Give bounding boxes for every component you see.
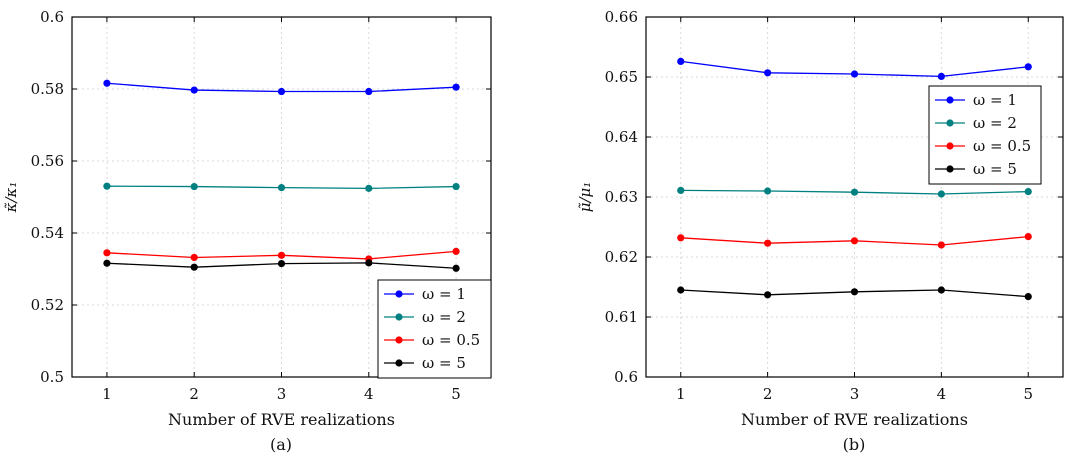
data-point bbox=[937, 286, 945, 294]
data-point bbox=[764, 291, 772, 299]
y-tick-label: 0.56 bbox=[31, 152, 64, 170]
x-tick-label: 1 bbox=[102, 385, 112, 403]
legend-label: ω = 1 bbox=[422, 285, 466, 303]
data-point bbox=[365, 87, 373, 96]
data-point bbox=[1024, 188, 1032, 196]
y-axis-title: μ̃/μ₁ bbox=[576, 182, 594, 213]
data-point bbox=[1024, 233, 1032, 241]
data-point bbox=[277, 260, 286, 268]
x-tick-label: 3 bbox=[850, 385, 860, 403]
legend: ω = 1 ω = 2 ω = 0.5 ω = 5 bbox=[377, 279, 492, 379]
panel-caption: (b) bbox=[843, 435, 866, 454]
data-point bbox=[764, 239, 772, 247]
y-tick-label: 0.63 bbox=[605, 188, 638, 206]
data-point bbox=[190, 182, 198, 191]
y-tick-label: 0.61 bbox=[605, 308, 638, 326]
data-point bbox=[103, 182, 111, 190]
y-tick-label: 0.62 bbox=[605, 248, 638, 266]
data-point bbox=[850, 237, 859, 245]
data-point bbox=[103, 79, 111, 87]
data-point bbox=[103, 259, 111, 267]
legend-marker bbox=[946, 119, 954, 127]
data-point bbox=[850, 288, 859, 296]
x-tick-label: 5 bbox=[451, 385, 461, 403]
legend-marker bbox=[946, 142, 954, 150]
x-tick-label: 4 bbox=[937, 385, 947, 403]
legend-label: ω = 0.5 bbox=[422, 331, 480, 349]
data-point bbox=[937, 241, 945, 249]
legend-marker bbox=[395, 290, 403, 298]
y-tick-label: 0.6 bbox=[40, 8, 64, 26]
y-tick-label: 0.58 bbox=[31, 80, 64, 98]
panel-caption: (a) bbox=[270, 435, 292, 454]
data-point bbox=[277, 184, 286, 192]
data-point bbox=[452, 182, 460, 191]
y-tick-label: 0.5 bbox=[40, 368, 64, 386]
data-point bbox=[850, 70, 859, 78]
y-axis-title: κ̃/κ₁ bbox=[2, 182, 20, 214]
x-tick-label: 4 bbox=[364, 385, 374, 403]
data-point bbox=[764, 187, 772, 195]
data-point bbox=[677, 286, 685, 294]
x-tick-label: 1 bbox=[676, 385, 686, 403]
data-point bbox=[365, 184, 373, 192]
legend-label: ω = 2 bbox=[422, 308, 466, 326]
x-tick-label: 2 bbox=[189, 385, 199, 403]
legend-label: ω = 0.5 bbox=[973, 137, 1031, 155]
legend: ω = 1 ω = 2 ω = 0.5 ω = 5 bbox=[928, 85, 1042, 185]
legend-label: ω = 5 bbox=[422, 354, 466, 372]
y-tick-label: 0.64 bbox=[605, 128, 638, 146]
data-point bbox=[764, 69, 772, 77]
data-point bbox=[1024, 63, 1032, 71]
x-tick-label: 3 bbox=[277, 385, 287, 403]
data-point bbox=[277, 251, 286, 259]
y-tick-label: 0.66 bbox=[605, 8, 638, 26]
data-point bbox=[277, 87, 286, 96]
data-point bbox=[677, 57, 685, 65]
x-axis-title: Number of RVE realizations bbox=[741, 410, 968, 429]
legend-label: ω = 5 bbox=[973, 160, 1017, 178]
data-point bbox=[190, 263, 198, 271]
data-point bbox=[850, 188, 859, 196]
y-tick-label: 0.65 bbox=[605, 68, 638, 86]
y-tick-label: 0.6 bbox=[614, 368, 638, 386]
data-point bbox=[677, 234, 685, 242]
data-point bbox=[452, 264, 460, 272]
y-tick-label: 0.52 bbox=[31, 296, 64, 314]
x-tick-label: 2 bbox=[763, 385, 773, 403]
data-point bbox=[937, 190, 945, 198]
chart-a: 1 2 3 4 5 0.5 0.52 0.54 0.56 0.58 0.6 Number of RVE… bbox=[2, 8, 492, 454]
legend-marker bbox=[395, 336, 403, 344]
legend-marker bbox=[946, 165, 954, 173]
data-point bbox=[677, 186, 685, 194]
x-tick-label: 5 bbox=[1023, 385, 1033, 403]
x-axis-title: Number of RVE realizations bbox=[168, 410, 395, 429]
chart-b: 1 2 3 4 5 0.6 0.61 0.62 0.63 0.64 0.65 0.66 Number o… bbox=[576, 8, 1064, 454]
legend-label: ω = 1 bbox=[973, 91, 1017, 109]
legend-marker bbox=[946, 96, 954, 104]
data-point bbox=[452, 247, 460, 255]
data-point bbox=[103, 249, 111, 257]
legend-label: ω = 2 bbox=[973, 114, 1017, 132]
data-point bbox=[937, 72, 945, 80]
data-point bbox=[190, 253, 198, 262]
legend-marker bbox=[395, 359, 403, 367]
legend-marker bbox=[395, 313, 403, 321]
data-point bbox=[190, 86, 198, 94]
data-point bbox=[452, 83, 460, 91]
data-point bbox=[1024, 293, 1032, 301]
data-point bbox=[365, 259, 373, 267]
y-tick-label: 0.54 bbox=[31, 224, 64, 242]
